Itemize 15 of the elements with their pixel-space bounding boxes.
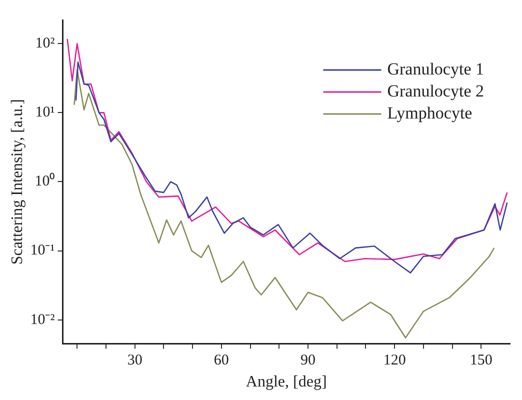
legend-label: Granulocyte 2	[387, 81, 484, 100]
x-tick-label: 120	[383, 352, 406, 369]
y-tick-label: 10⁻¹	[30, 242, 55, 259]
y-axis-title: Scattering Intensity, [a.u.]	[8, 99, 26, 265]
y-tick-label: 10⁰	[34, 172, 55, 190]
y-tick-label: 10²	[35, 36, 56, 52]
y-tick-label: 10⁻²	[30, 312, 56, 328]
x-axis-title: Angle, [deg]	[246, 374, 327, 391]
legend-label: Lymphocyte	[387, 103, 472, 122]
legend-label: Granulocyte 1	[387, 59, 484, 78]
x-tick-label: 90	[300, 352, 316, 369]
x-tick-label: 60	[214, 352, 229, 369]
y-tick-label: 10¹	[35, 104, 55, 121]
x-tick-label: 150	[470, 352, 492, 369]
x-tick-label: 30	[127, 352, 142, 369]
